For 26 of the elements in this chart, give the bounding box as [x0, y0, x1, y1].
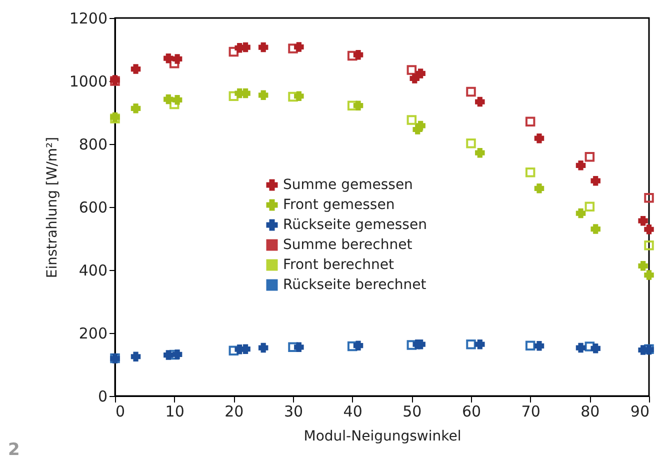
y-axis-title: Einstrahlung [W/m²] — [44, 136, 60, 278]
legend-label: Summe gemessen — [283, 177, 413, 193]
y-tick-label: 0 — [98, 388, 108, 406]
x-tick-label: 70 — [521, 402, 540, 420]
legend-label: Summe berechnet — [283, 237, 413, 253]
legend-label: Front berechnet — [283, 257, 394, 273]
x-tick-label: 90 — [630, 402, 650, 420]
y-tick-label: 800 — [78, 136, 108, 154]
x-tick-label: 10 — [165, 402, 184, 420]
x-tick-label: 60 — [462, 402, 482, 420]
y-tick-label: 400 — [78, 262, 108, 280]
x-tick-label: 20 — [224, 402, 244, 420]
text: 2 — [8, 440, 20, 460]
y-tick-label: 1000 — [69, 72, 108, 90]
x-tick-label: 30 — [284, 402, 304, 420]
x-axis-title: Modul-Neigungswinkel — [304, 428, 462, 444]
x-tick-label: 50 — [402, 402, 422, 420]
legend-label: Rückseite berechnet — [283, 277, 427, 293]
y-tick-label: 200 — [78, 324, 108, 342]
legend-label: Rückseite gemessen — [283, 217, 427, 233]
y-tick-label: 1200 — [69, 10, 108, 28]
x-tick-label: 40 — [343, 402, 362, 420]
x-tick-label: 0 — [116, 402, 126, 420]
legend-label: Front gemessen — [283, 197, 395, 213]
x-tick-label: 80 — [580, 402, 600, 420]
y-tick-label: 600 — [78, 198, 108, 216]
